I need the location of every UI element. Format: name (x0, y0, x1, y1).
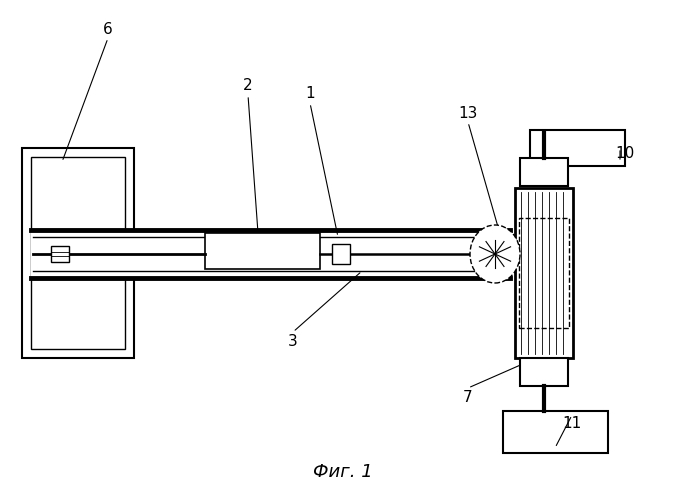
Text: 6: 6 (103, 22, 113, 38)
Bar (51, 246, 69, 262)
Bar (530, 130, 625, 166)
Bar (22, 148, 134, 358)
Bar (205, 233, 320, 269)
Ellipse shape (470, 225, 520, 283)
Text: 1: 1 (305, 86, 315, 102)
Bar (519, 218, 569, 328)
Bar (520, 158, 568, 186)
Text: 7: 7 (463, 390, 473, 404)
Text: 11: 11 (563, 416, 582, 432)
Bar (31, 157, 125, 349)
Text: 13: 13 (458, 106, 477, 120)
Bar (332, 244, 350, 264)
Text: 3: 3 (288, 334, 298, 349)
Bar (515, 188, 573, 358)
Text: 2: 2 (243, 78, 253, 94)
Bar (31, 230, 510, 278)
Text: 10: 10 (616, 146, 635, 160)
Text: Фиг. 1: Фиг. 1 (313, 463, 373, 481)
Bar (503, 411, 608, 453)
Bar (520, 358, 568, 386)
